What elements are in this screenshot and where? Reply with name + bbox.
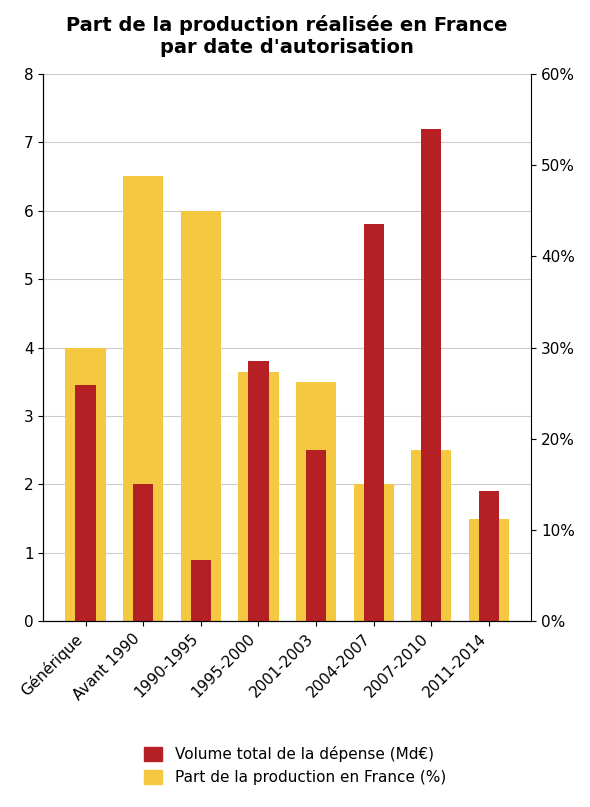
Bar — [479, 491, 499, 621]
Bar — [411, 450, 451, 621]
Bar — [123, 177, 163, 621]
Bar — [421, 128, 441, 621]
Bar — [353, 484, 394, 621]
Bar — [76, 385, 96, 621]
Title: Part de la production réalisée en France
par date d'autorisation: Part de la production réalisée en France… — [67, 15, 508, 57]
Bar — [363, 224, 384, 621]
Bar — [306, 450, 326, 621]
Bar — [65, 348, 106, 621]
Bar — [469, 519, 509, 621]
Legend: Volume total de la dépense (Md€), Part de la production en France (%): Volume total de la dépense (Md€), Part d… — [138, 740, 452, 792]
Bar — [248, 362, 268, 621]
Bar — [181, 211, 221, 621]
Bar — [133, 484, 153, 621]
Bar — [296, 382, 336, 621]
Bar — [238, 371, 278, 621]
Bar — [191, 560, 211, 621]
